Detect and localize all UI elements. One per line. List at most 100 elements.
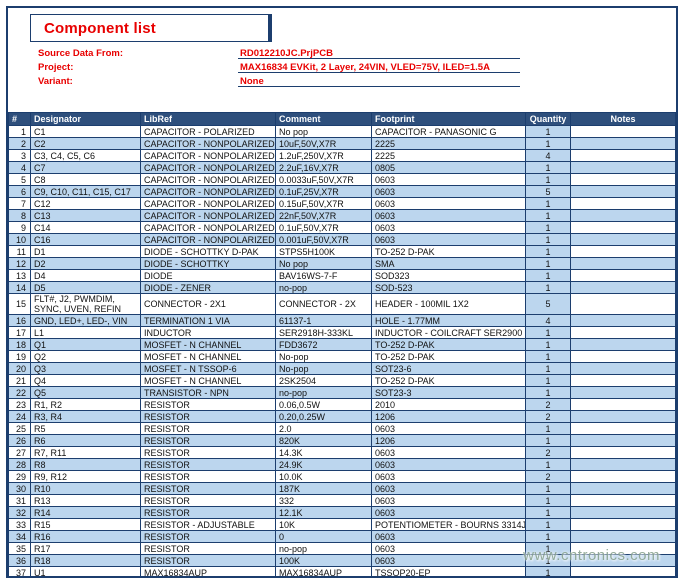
cell-num: 12 [8,257,31,270]
cell-num: 2 [8,137,31,150]
cell-designator: L1 [30,326,141,339]
cell-libref: RESISTOR [140,398,276,411]
table-row: 17 L1 INDUCTOR SER2918H-333KL INDUCTOR - COI… [8,326,676,339]
cell-designator: R8 [30,458,141,471]
column-header-footprint: Footprint [371,112,526,126]
column-header-num: # [8,112,31,126]
cell-designator: U1 [30,566,141,576]
cell-num: 3 [8,149,31,162]
cell-quantity: 1 [525,245,571,258]
cell-designator: R17 [30,542,141,555]
cell-quantity: 1 [525,137,571,150]
table-row: 16 GND, LED+, LED-, VIN TERMINATION 1 VIA 6… [8,314,676,327]
cell-num: 37 [8,566,31,576]
cell-comment: 10.0K [275,470,372,483]
meta-variant-underline: None [238,74,520,87]
cell-quantity: 1 [525,518,571,531]
cell-num: 34 [8,530,31,543]
cell-notes [570,338,676,351]
cell-notes [570,554,676,567]
cell-num: 15 [8,293,31,315]
cell-designator: R18 [30,554,141,567]
cell-footprint: POTENTIOMETER - BOURNS 3314J [371,518,526,531]
cell-designator: D2 [30,257,141,270]
cell-num: 20 [8,362,31,375]
cell-quantity: 1 [525,506,571,519]
cell-quantity: 1 [525,326,571,339]
cell-quantity: 1 [525,350,571,363]
cell-num: 28 [8,458,31,471]
cell-quantity: 1 [525,233,571,246]
cell-libref: RESISTOR [140,422,276,435]
cell-footprint: 0603 [371,197,526,210]
cell-comment: 10uF,50V,X7R [275,137,372,150]
cell-notes [570,257,676,270]
cell-notes [570,398,676,411]
cell-comment: 0.1uF,50V,X7R [275,221,372,234]
cell-designator: R15 [30,518,141,531]
cell-footprint: 0603 [371,482,526,495]
cell-quantity: 1 [525,458,571,471]
cell-designator: C2 [30,137,141,150]
table-row: 21 Q4 MOSFET - N CHANNEL 2SK2504 TO-252 D-PA… [8,374,676,387]
cell-comment: 1.2uF,250V,X7R [275,149,372,162]
cell-footprint: 0603 [371,185,526,198]
cell-footprint: 0603 [371,173,526,186]
cell-quantity: 1 [525,434,571,447]
cell-quantity: 1 [525,386,571,399]
cell-footprint: 2225 [371,137,526,150]
cell-notes [570,209,676,222]
cell-notes [570,233,676,246]
cell-notes [570,458,676,471]
cell-comment: 22nF,50V,X7R [275,209,372,222]
cell-comment: 0.001uF,50V,X7R [275,233,372,246]
cell-notes [570,314,676,327]
cell-notes [570,281,676,294]
cell-footprint: SOD-523 [371,281,526,294]
cell-libref: CAPACITOR - NONPOLARIZED [140,161,276,174]
cell-notes [570,245,676,258]
cell-notes [570,161,676,174]
table-row: 5 C8 CAPACITOR - NONPOLARIZED 0.0033uF,50V,… [8,173,676,186]
cell-quantity: 1 [525,209,571,222]
table-row: 24 R3, R4 RESISTOR 0.20,0.25W 1206 2 [8,410,676,423]
cell-notes [570,518,676,531]
cell-designator: R13 [30,494,141,507]
cell-footprint: SMA [371,257,526,270]
cell-comment: 0.1uF,25V,X7R [275,185,372,198]
cell-num: 1 [8,125,31,138]
table-row: 32 R14 RESISTOR 12.1K 0603 1 [8,506,676,519]
table-row: 27 R7, R11 RESISTOR 14.3K 0603 2 [8,446,676,459]
table-row: 14 D5 DIODE - ZENER no-pop SOD-523 1 [8,281,676,294]
cell-num: 23 [8,398,31,411]
cell-footprint: 0603 [371,209,526,222]
cell-num: 18 [8,338,31,351]
cell-footprint: 0603 [371,494,526,507]
cell-num: 11 [8,245,31,258]
cell-footprint: SOT23-3 [371,386,526,399]
table-row: 37 U1 MAX16834AUP MAX16834AUP TSSOP20-EP 1 [8,566,676,576]
cell-footprint: 0603 [371,233,526,246]
cell-comment: No pop [275,257,372,270]
cell-quantity: 2 [525,470,571,483]
cell-quantity: 5 [525,293,571,315]
cell-comment: 2SK2504 [275,374,372,387]
cell-notes [570,482,676,495]
cell-num: 6 [8,185,31,198]
cell-notes [570,173,676,186]
cell-libref: MOSFET - N CHANNEL [140,350,276,363]
cell-comment: No pop [275,125,372,138]
cell-libref: MOSFET - N CHANNEL [140,374,276,387]
meta-variant-label: Variant: [38,76,73,87]
cell-libref: CAPACITOR - NONPOLARIZED [140,185,276,198]
cell-notes [570,434,676,447]
cell-notes [570,269,676,282]
cell-designator: R16 [30,530,141,543]
cell-num: 25 [8,422,31,435]
cell-designator: R1, R2 [30,398,141,411]
cell-num: 21 [8,374,31,387]
cell-num: 7 [8,197,31,210]
cell-designator: R10 [30,482,141,495]
cell-libref: RESISTOR [140,458,276,471]
cell-footprint: TO-252 D-PAK [371,374,526,387]
